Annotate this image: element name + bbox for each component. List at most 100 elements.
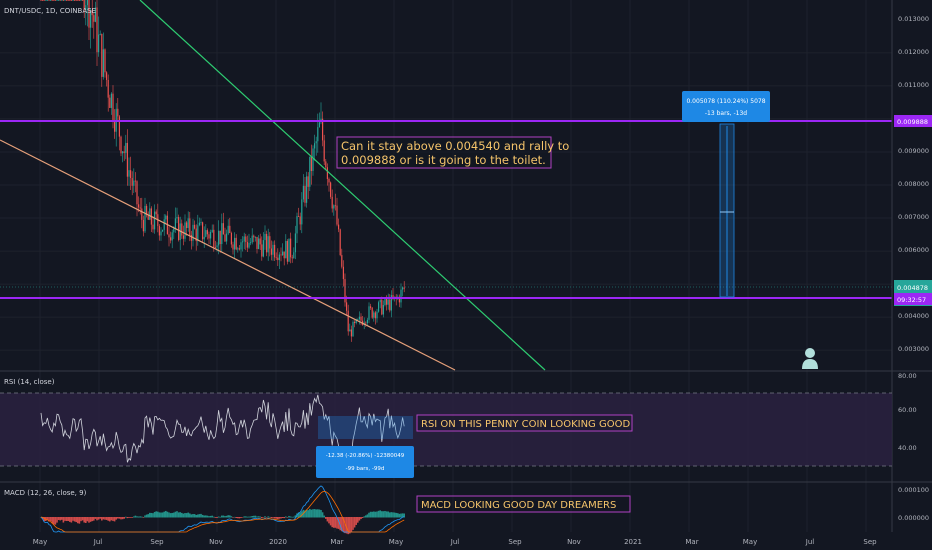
candle-body [267, 236, 269, 253]
macd-histogram-bar [163, 511, 165, 518]
macd-pane[interactable]: MACD (12, 26, close, 9) 0.000100 0.00000… [4, 485, 929, 535]
candle-body [229, 225, 231, 233]
candle-body [139, 207, 141, 209]
macd-histogram-bar [158, 512, 161, 518]
macd-histogram-bar [77, 517, 79, 524]
macd-histogram-bar [80, 517, 82, 522]
candle-body [176, 217, 178, 219]
macd-histogram-bar [43, 517, 45, 522]
macd-histogram-bar [293, 516, 295, 518]
candle-body [104, 49, 106, 73]
candle-body [165, 215, 167, 220]
time-tick: May [389, 538, 403, 546]
candle-body [181, 223, 183, 236]
macd-histogram-bar [261, 517, 263, 519]
candle-body [382, 305, 384, 315]
macd-histogram-bar [78, 517, 81, 524]
macd-histogram-bar [94, 517, 97, 519]
macd-histogram-bar [83, 517, 85, 523]
rsi-pane[interactable]: RSI (14, close) 80.00 60.00 40.00 -12.38… [0, 372, 917, 478]
macd-histogram-bar [376, 511, 378, 518]
measure-label-box[interactable] [682, 91, 770, 122]
candle-body [240, 242, 242, 250]
candle-body [142, 219, 144, 232]
candle-body [54, 0, 56, 1]
candle-body [253, 235, 255, 238]
macd-histogram-bar [357, 517, 359, 523]
candle-body [91, 10, 93, 16]
time-axis[interactable]: May Jul Sep Nov 2020 Mar May Jul Sep Nov… [33, 538, 877, 546]
trendline-green[interactable] [139, 0, 546, 371]
main-annotation-box[interactable] [336, 136, 552, 169]
macd-histogram-bar [283, 517, 285, 519]
macd-histogram-bar [294, 515, 297, 518]
macd-histogram-bar [201, 514, 204, 518]
macd-histogram-bar [177, 512, 180, 518]
rsi-measure-range[interactable] [318, 416, 413, 439]
macd-histogram-bar [153, 511, 156, 518]
candle-body [347, 310, 349, 332]
candle-body [109, 97, 111, 108]
rsi-measure-label-box[interactable] [316, 446, 414, 478]
candle-body [315, 141, 317, 144]
candle-body [152, 224, 154, 230]
macd-histogram-bar [371, 511, 373, 518]
candle-body [190, 235, 192, 241]
candle-body [232, 244, 234, 250]
candle-body [274, 244, 276, 258]
candle-body [286, 240, 288, 262]
macd-histogram-bar [251, 515, 253, 518]
candle-body [219, 230, 221, 245]
macd-histogram-bar [265, 517, 268, 518]
candle-body [146, 205, 148, 216]
macd-histogram-bar [374, 511, 377, 518]
macd-histogram-bar [203, 515, 205, 518]
candle-body [248, 242, 250, 248]
macd-histogram-bar [254, 515, 257, 518]
macd-histogram-bar [337, 517, 340, 529]
macd-histogram-bar [144, 515, 146, 518]
candle-body [272, 244, 274, 255]
candle-body [250, 242, 252, 244]
macd-note-text: MACD LOOKING GOOD DAY DREAMERS [421, 500, 616, 511]
macd-histogram-bar [69, 517, 71, 522]
upper-level-badge [894, 115, 932, 127]
candle-body [75, 0, 77, 1]
user-icon[interactable] [802, 348, 818, 369]
candle-body [112, 93, 114, 122]
macd-note-box[interactable] [416, 495, 631, 513]
macd-histogram-bar [121, 517, 124, 520]
macd-histogram-bar [133, 516, 135, 518]
candle-body [106, 72, 108, 80]
macd-histogram-bar [245, 516, 247, 518]
macd-histogram-bar [192, 514, 194, 518]
macd-histogram-bar [382, 511, 385, 518]
macd-histogram-bar [355, 517, 357, 525]
candle-body [170, 237, 172, 241]
price-pane[interactable]: 0.005078 (110.24%) 5078 -13 bars, -13d C… [0, 0, 892, 371]
macd-histogram-bar [62, 517, 65, 523]
macd-histogram-bar [184, 513, 186, 518]
macd-histogram-bar [277, 517, 279, 519]
macd-histogram-bar [85, 517, 87, 524]
candle-body [216, 245, 218, 248]
candle-body [339, 229, 341, 256]
macd-histogram-bar [401, 513, 404, 518]
macd-histogram-bar [304, 510, 306, 518]
macd-histogram-bar [373, 511, 375, 518]
macd-histogram-bar [120, 517, 122, 520]
trendline-orange[interactable] [0, 139, 456, 371]
candle-body [218, 230, 220, 246]
candle-body [235, 237, 237, 250]
macd-histogram-bar [301, 511, 303, 518]
macd-histogram-bar [321, 512, 324, 518]
price-axis[interactable]: 0.013000 0.012000 0.011000 0.009000 0.00… [894, 15, 932, 353]
macd-histogram-bar [264, 516, 266, 518]
candle-body [317, 127, 319, 142]
macd-histogram-bar [102, 517, 105, 520]
rsi-note-box[interactable] [416, 414, 633, 432]
candle-body [45, 0, 47, 1]
candle-body [350, 329, 352, 337]
